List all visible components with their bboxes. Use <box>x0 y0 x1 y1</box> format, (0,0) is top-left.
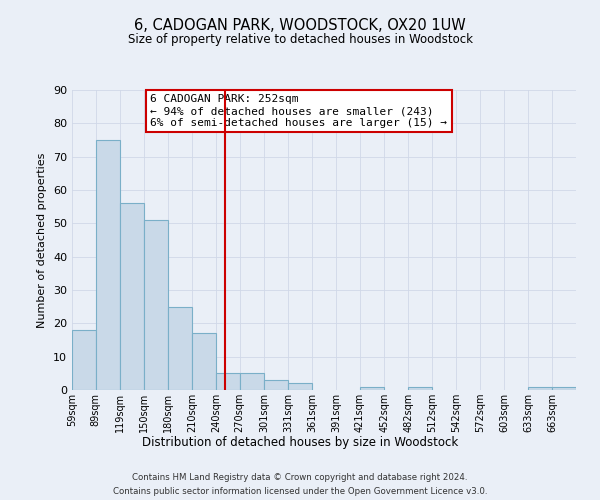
Bar <box>552 386 576 390</box>
Bar <box>265 380 288 390</box>
Bar <box>529 386 552 390</box>
Bar <box>216 374 240 390</box>
Bar <box>96 140 119 390</box>
Text: Contains public sector information licensed under the Open Government Licence v3: Contains public sector information licen… <box>113 486 487 496</box>
Y-axis label: Number of detached properties: Number of detached properties <box>37 152 47 328</box>
Bar <box>240 374 265 390</box>
Text: 6, CADOGAN PARK, WOODSTOCK, OX20 1UW: 6, CADOGAN PARK, WOODSTOCK, OX20 1UW <box>134 18 466 32</box>
Bar <box>119 204 145 390</box>
Bar <box>168 306 192 390</box>
Bar <box>192 334 216 390</box>
Text: Contains HM Land Registry data © Crown copyright and database right 2024.: Contains HM Land Registry data © Crown c… <box>132 473 468 482</box>
Bar <box>288 384 312 390</box>
Text: Size of property relative to detached houses in Woodstock: Size of property relative to detached ho… <box>128 32 473 46</box>
Bar <box>72 330 96 390</box>
Bar <box>145 220 168 390</box>
Text: 6 CADOGAN PARK: 252sqm
← 94% of detached houses are smaller (243)
6% of semi-det: 6 CADOGAN PARK: 252sqm ← 94% of detached… <box>150 94 447 128</box>
Bar <box>360 386 385 390</box>
Bar <box>408 386 432 390</box>
Text: Distribution of detached houses by size in Woodstock: Distribution of detached houses by size … <box>142 436 458 449</box>
